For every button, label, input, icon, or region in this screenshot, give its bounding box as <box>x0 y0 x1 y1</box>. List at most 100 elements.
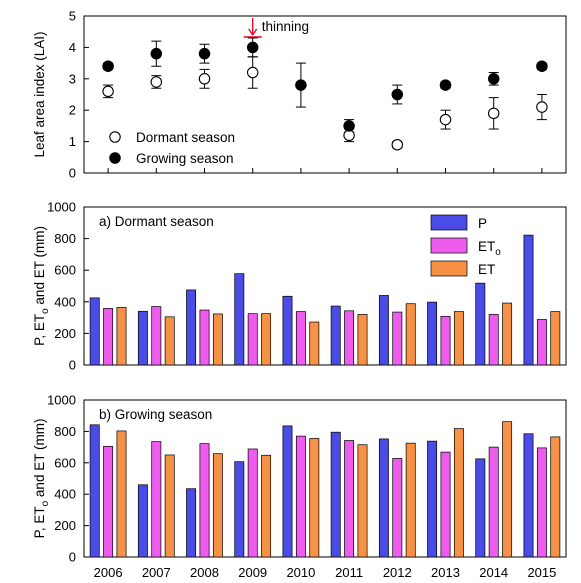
lai-ytick-label: 0 <box>69 166 76 181</box>
growing-ytick-label: 400 <box>54 487 76 502</box>
growing-title: b) Growing season <box>99 407 212 422</box>
lai-point-growing <box>295 79 307 91</box>
growing-bar-eto <box>103 445 114 558</box>
xtick-label-year: 2010 <box>286 565 315 580</box>
dormant-bar-et <box>550 311 561 366</box>
dormant-bar-p <box>475 282 486 366</box>
lai-point-dormant <box>150 76 163 88</box>
thinning-arrow-icon <box>248 28 254 36</box>
growing-bar-eto <box>344 440 355 558</box>
dormant-bar-eto <box>488 314 499 366</box>
growing-bar-eto <box>488 446 499 558</box>
growing-ytick-label: 1000 <box>47 393 76 408</box>
growing-ylabel-part: o <box>40 500 51 506</box>
dormant-bar-eto <box>440 315 451 366</box>
lai-point-dormant <box>487 107 500 120</box>
growing-bar-eto <box>247 448 258 558</box>
legend-label-subscript: o <box>495 247 501 258</box>
growing-bar-et <box>116 430 127 558</box>
growing-bar-eto <box>392 458 403 558</box>
growing-ytick-label: 600 <box>54 455 76 470</box>
growing-bar-et <box>309 438 320 558</box>
dormant-bar-p <box>186 289 197 366</box>
dormant-ylabel-part: P, ET <box>32 314 47 346</box>
lai-point-dormant <box>536 101 548 113</box>
dormant-bar-et <box>502 302 513 366</box>
dormant-bar-eto <box>199 309 210 366</box>
growing-panel: 0 200 400 600 800 1000 P, ETo and ET (mm) b) Gr… <box>32 393 567 580</box>
growing-bar-p <box>330 431 341 558</box>
growing-ytick-label: 200 <box>54 518 76 533</box>
dormant-bar-p <box>234 273 245 366</box>
dormant-ylabel-part: and ET (mm) <box>32 226 47 308</box>
lai-ytick-label: 4 <box>69 40 76 55</box>
thinning-arrow-icon <box>252 28 258 36</box>
xtick-label-year: 2009 <box>238 565 267 580</box>
dormant-bar-et <box>453 311 464 366</box>
legend-label-text: P <box>478 216 487 231</box>
growing-bar-eto <box>536 447 547 558</box>
growing-bar-eto <box>199 443 210 558</box>
lai-point-growing <box>487 73 500 85</box>
lai-ylabel: Leaf area index (LAI) <box>32 31 47 157</box>
growing-bar-eto <box>151 441 162 558</box>
lai-point-growing <box>150 47 163 60</box>
xtick-label-year: 2008 <box>190 565 219 580</box>
xtick-label-year: 2007 <box>142 565 171 580</box>
growing-bar-eto <box>440 451 451 558</box>
dormant-bar-et <box>405 303 416 366</box>
growing-bar-et <box>453 428 464 558</box>
dormant-bar-p <box>282 295 293 366</box>
growing-bar-et <box>502 421 513 558</box>
dormant-bar-p <box>330 305 341 366</box>
legend-swatch-et <box>430 260 468 277</box>
growing-bar-et <box>261 454 272 558</box>
dormant-bar-p <box>427 301 438 366</box>
growing-bar-p <box>523 433 534 558</box>
lai-point-growing <box>246 41 259 54</box>
legend-label-text: ET <box>478 239 495 254</box>
growing-ylabel: P, ETo and ET (mm) <box>32 419 51 539</box>
lai-panel: 0 1 2 3 4 5 Leaf area index (LAI) thinning Dorma… <box>32 9 567 181</box>
legend-label-growing: Growing season <box>136 151 234 166</box>
growing-ytick-label: 800 <box>54 424 76 439</box>
growing-bar-et <box>550 436 561 558</box>
dormant-bar-et <box>116 306 127 366</box>
legend-swatch-eto <box>430 237 468 254</box>
dormant-bar-et <box>309 321 320 366</box>
dormant-bar-eto <box>103 308 114 366</box>
dormant-ytick-label: 400 <box>54 294 76 309</box>
lai-point-dormant <box>102 85 114 98</box>
growing-bar-p <box>378 438 389 558</box>
xtick-label-year: 2014 <box>479 565 508 580</box>
growing-ylabel-part: and ET (mm) <box>32 419 47 501</box>
growing-bar-p <box>89 424 100 558</box>
lai-ytick-label: 1 <box>69 134 76 149</box>
xtick-label-year: 2011 <box>335 565 363 580</box>
dormant-bar-eto <box>247 313 258 366</box>
growing-bar-p <box>186 488 197 558</box>
growing-bar-p <box>475 458 486 558</box>
dormant-plot-frame <box>83 206 567 366</box>
thinning-label: thinning <box>262 19 309 34</box>
growing-ylabel-part: P, ET <box>32 506 47 538</box>
dormant-bar-p <box>137 310 148 366</box>
lai-point-growing <box>102 60 114 72</box>
legend-label-text: ET <box>478 262 495 277</box>
lai-point-dormant <box>343 129 355 142</box>
growing-bar-p <box>137 484 148 558</box>
dormant-bar-p <box>89 297 100 366</box>
dormant-bar-eto <box>151 306 162 366</box>
lai-point-growing <box>198 47 211 60</box>
xtick-label-year: 2013 <box>431 565 460 580</box>
lai-point-dormant <box>391 138 404 151</box>
legend-label-eto: ETo <box>478 239 501 258</box>
growing-bar-et <box>405 442 416 558</box>
lai-point-dormant <box>198 73 211 85</box>
lai-point-growing <box>439 79 452 91</box>
lai-ytick-label: 3 <box>69 71 76 86</box>
growing-bar-eto <box>295 435 306 558</box>
dormant-ytick-label: 800 <box>54 231 76 246</box>
